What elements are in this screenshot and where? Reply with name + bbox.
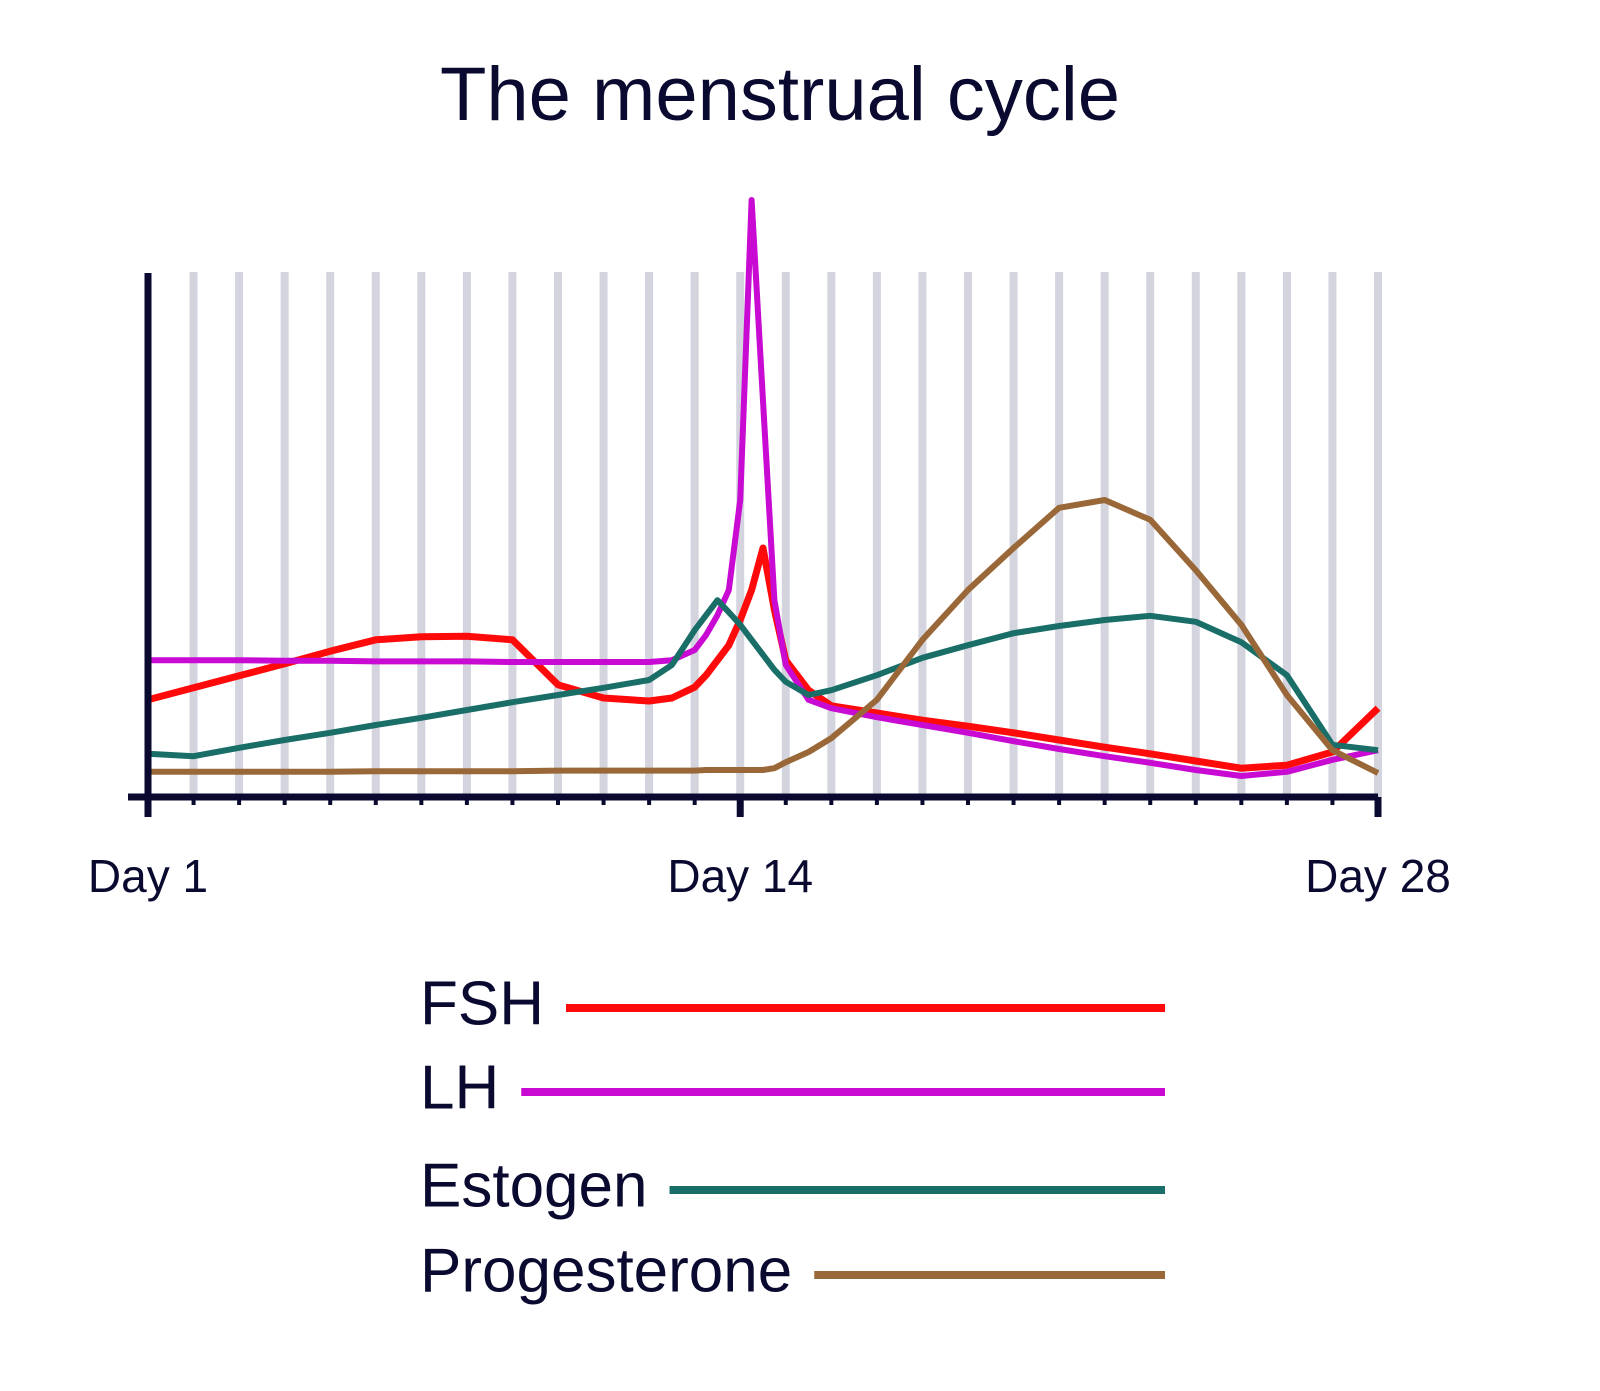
- series-line: [148, 197, 1379, 779]
- x-tick-label: Day 28: [1305, 850, 1451, 902]
- series-line: [148, 497, 1380, 776]
- series-line: [147, 544, 1381, 772]
- chart-title: The menstrual cycle: [440, 52, 1120, 137]
- legend-label: Estogen: [420, 1151, 648, 1220]
- legend-label: Progesterone: [420, 1236, 792, 1305]
- x-tick-label: Day 14: [667, 850, 813, 902]
- legend-label: LH: [420, 1053, 499, 1122]
- legend-label: FSH: [420, 969, 544, 1038]
- series-line: [147, 597, 1379, 760]
- x-tick-label: Day 1: [88, 850, 208, 902]
